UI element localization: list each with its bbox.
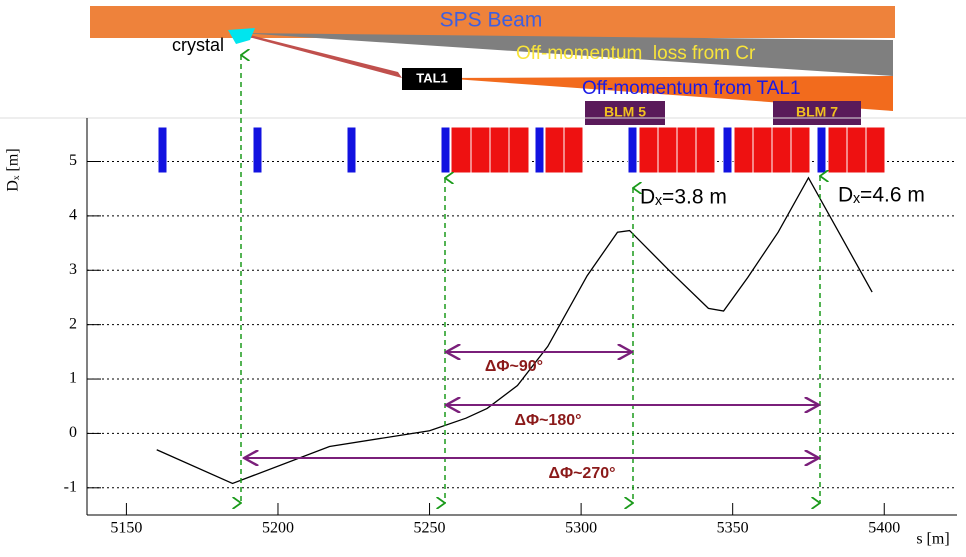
y-axis-label: Dₓ [m] (5, 148, 22, 191)
annotation: BLM 5 (604, 104, 646, 120)
annotation: ΔΦ~270° (548, 465, 615, 482)
tal1-rod (238, 32, 402, 78)
annotation: Dₓ=4.6 m (838, 184, 925, 207)
crystal-shape (228, 28, 255, 44)
beam-band (90, 6, 895, 38)
annotation: Dₓ=3.8 m (640, 186, 727, 209)
annotation: ΔΦ~180° (514, 412, 581, 429)
y-tick-label: 2 (69, 315, 77, 332)
y-tick-label: 1 (69, 370, 77, 387)
tal1-box (402, 68, 462, 90)
magnet-layout (157, 126, 886, 174)
y-tick-label: 5 (69, 152, 77, 169)
beam-diagram: SPS Beam crystal Off-momentum loss from … (90, 6, 895, 125)
x-tick-label: 5400 (868, 520, 900, 537)
blue-magnets (157, 126, 827, 174)
y-tick-label: -1 (64, 478, 77, 495)
x-tick-label: 5250 (414, 520, 446, 537)
y-tick-label: 3 (69, 261, 77, 278)
loss-cone (240, 33, 893, 76)
blm7-box (773, 101, 861, 125)
x-tick-label: 5150 (110, 520, 142, 537)
annotation: Off-momentum from TAL1 (582, 78, 801, 99)
data-line (156, 176, 873, 485)
x-tick-label: 5350 (717, 520, 749, 537)
annotation: crystal (172, 35, 224, 55)
plot-area: -1 0 1 2 3 4 5 5150 5200 5250 5300 5350 5400 (64, 118, 957, 537)
phase-guides (241, 55, 820, 503)
x-axis-label: s [m] (916, 531, 949, 548)
x-tick-label: 5300 (565, 520, 597, 537)
red-magnets (450, 126, 886, 174)
phase-arrows (244, 352, 819, 458)
annotation: ΔΦ~90° (485, 358, 543, 375)
blm5-box (585, 101, 665, 125)
y-tick-label: 4 (69, 207, 77, 224)
annotation: TAL1 (416, 70, 448, 85)
x-tick-label: 5200 (262, 520, 294, 537)
annotation: BLM 7 (796, 104, 838, 120)
annotation: SPS Beam (440, 9, 543, 32)
annotation: Off-momentum loss from Cr (516, 43, 756, 64)
y-tick-label: 0 (69, 424, 77, 441)
